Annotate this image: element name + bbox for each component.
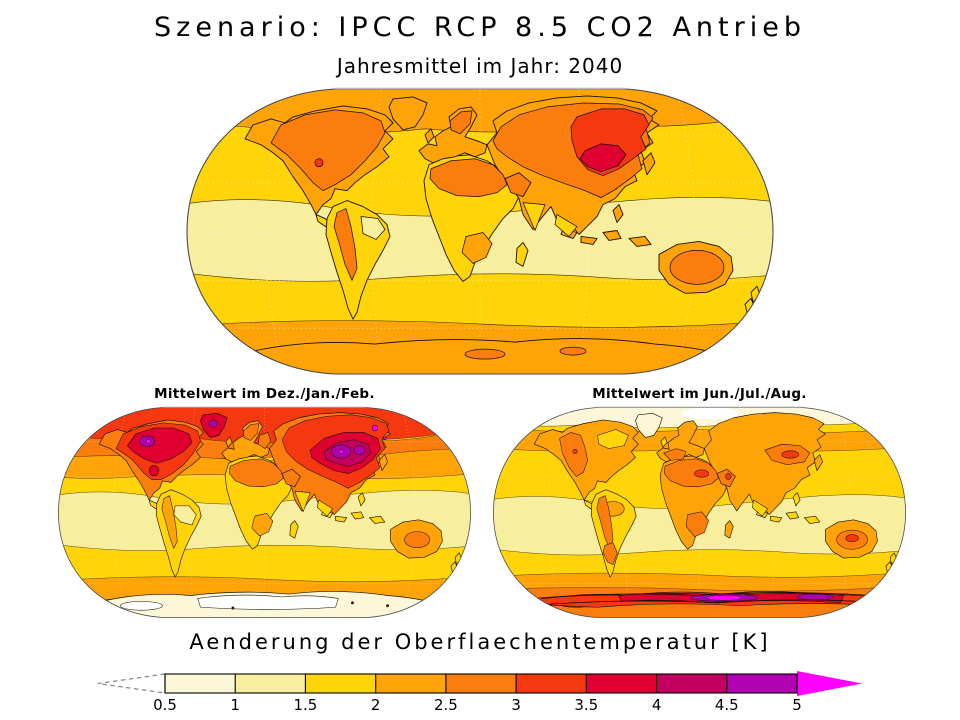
overflow-arrow [797,671,862,696]
colorbar: 0.5 1 1.5 2 2.5 3 3.5 4 4.5 5 [97,671,862,714]
djf-map-title: Mittelwert im Dez./Jan./Feb. [154,386,375,402]
colorbar-segment [726,674,797,693]
tick-label: 4.5 [715,696,739,714]
colorbar-segment [235,674,306,693]
map-djf [58,406,471,618]
colorbar-segment [445,674,517,693]
warming-contours [115,414,431,611]
tick-label: 2.5 [434,696,458,714]
tick-label: 3.5 [574,696,598,714]
tick-label: 2 [371,696,381,714]
colorbar-tick-labels: 0.5 1 1.5 2 2.5 3 3.5 4 4.5 5 [153,696,802,714]
colorbar-label: Aenderung der Oberflaechentemperatur [K] [189,630,771,654]
colorbar-ticks [164,673,798,694]
map-jja [493,406,906,618]
tick-label: 1 [230,696,240,714]
jja-map-title: Mittelwert im Jun./Jul./Aug. [592,386,807,402]
warming-contours [270,102,725,360]
colorbar-segment [586,674,657,693]
colorbar-segments [165,674,797,693]
tick-label: 1.5 [293,696,317,714]
tick-label: 5 [792,696,802,714]
colorbar-segment [516,674,587,693]
tick-label: 0.5 [153,696,177,714]
colorbar-segment [305,674,376,693]
tick-label: 3 [511,696,521,714]
underflow-arrow [97,673,166,694]
page-title: Szenario: IPCC RCP 8.5 CO2 Antrieb [154,12,806,43]
colorbar-segment [656,674,727,693]
annual-map-title: Jahresmittel im Jahr: 2040 [336,54,624,78]
map-annual [186,87,774,375]
warming-contours [533,429,901,608]
colorbar-segment [165,674,236,693]
colorbar-segment [375,674,446,693]
tick-label: 4 [652,696,662,714]
